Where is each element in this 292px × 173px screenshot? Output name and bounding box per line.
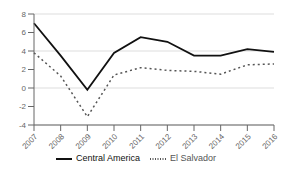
svg-text:0: 0 [22, 84, 27, 93]
svg-text:2011: 2011 [128, 132, 147, 151]
html-text:El Salvador: El Salvador [170, 153, 216, 164]
svg-text:6: 6 [22, 28, 27, 37]
svg-text:2008: 2008 [47, 132, 66, 151]
svg-text:2015: 2015 [234, 132, 253, 151]
svg-text:2013: 2013 [180, 132, 199, 151]
svg-text:2009: 2009 [74, 132, 93, 151]
svg-text:8: 8 [22, 10, 27, 19]
svg-text:2012: 2012 [154, 132, 173, 151]
html-text:Central America: Central America [76, 153, 140, 164]
svg-text:2007: 2007 [20, 132, 39, 151]
svg-text:2016: 2016 [260, 132, 279, 151]
svg-text:2010: 2010 [100, 132, 119, 151]
svg-text:4: 4 [22, 47, 27, 56]
svg-text:2: 2 [22, 65, 27, 74]
svg-text:2014: 2014 [207, 132, 226, 151]
svg-text:-2: -2 [19, 102, 27, 111]
svg-text:-4: -4 [19, 121, 27, 130]
